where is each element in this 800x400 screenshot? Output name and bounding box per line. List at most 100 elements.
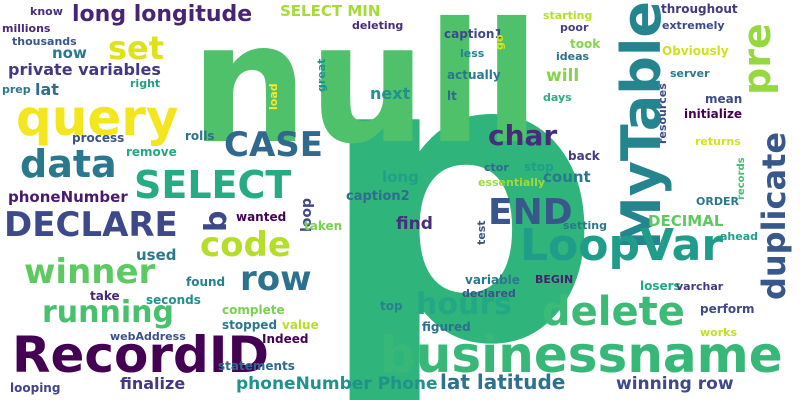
word-b: b — [199, 210, 234, 232]
word-private-variables: private variables — [8, 60, 161, 79]
word-order: ORDER — [696, 195, 739, 208]
word-delete: delete — [542, 289, 685, 335]
word-used: used — [136, 246, 177, 264]
word-phonenumber-phone: phoneNumber Phone — [236, 374, 438, 394]
word-hours: hours — [416, 287, 512, 322]
word-value: value — [282, 318, 319, 332]
word-essentially: essentially — [478, 176, 546, 189]
word-find: find — [396, 214, 433, 234]
word-great: great — [315, 58, 328, 92]
word-begin: BEGIN — [535, 273, 574, 286]
word-works: works — [700, 326, 738, 339]
word-p: p — [316, 0, 603, 400]
word-winning-row: winning row — [616, 374, 734, 394]
word-indeed: Indeed — [262, 332, 309, 346]
word-process: process — [72, 131, 125, 145]
word-millions: millions — [2, 22, 51, 35]
word-varchar: varchar — [676, 280, 724, 293]
word-recordid: RecordID — [12, 326, 269, 384]
word-extremely: extremely — [662, 19, 725, 32]
word-remove: remove — [126, 145, 177, 159]
word-case: CASE — [224, 125, 323, 165]
word-actually: actually — [447, 68, 501, 82]
word-looping: looping — [10, 381, 61, 395]
word-losers: losers — [640, 279, 681, 293]
word-code: code — [200, 225, 291, 265]
word-records: records — [736, 157, 747, 200]
word-declared: declared — [462, 287, 516, 300]
word-server: server — [670, 67, 710, 80]
word-deleting: deleting — [352, 19, 404, 32]
word-starting: starting — [543, 9, 593, 22]
word-top: top — [380, 299, 403, 313]
word-query: query — [16, 89, 179, 147]
word-select-min: SELECT MIN — [280, 2, 381, 20]
word-taken: taken — [304, 219, 343, 233]
word-char: char — [488, 119, 558, 152]
word-count: count — [543, 168, 591, 186]
word-caption1: caption1 — [444, 27, 503, 41]
word-took: took — [570, 37, 601, 51]
word-found: found — [186, 275, 226, 289]
word-lat: lat — [35, 80, 59, 99]
word-seconds: seconds — [146, 293, 201, 307]
word-stop: stop — [524, 160, 554, 174]
word-select: SELECT — [134, 163, 292, 207]
word-caption2: caption2 — [346, 189, 410, 204]
word-poor: poor — [560, 21, 589, 34]
word-will: will — [546, 66, 580, 86]
word-running: running — [42, 295, 174, 330]
word-lt: lt — [447, 89, 457, 103]
word-webaddress: webAddress — [110, 330, 186, 343]
word-long: long — [382, 168, 419, 186]
word-set: set — [108, 29, 165, 67]
word-right: right — [130, 77, 161, 90]
word-duplicate: duplicate — [755, 131, 793, 300]
word-obviously: Obviously — [662, 44, 729, 58]
word-businessname: businessname — [380, 326, 783, 384]
word-decimal: DECIMAL — [648, 212, 724, 230]
word-less: less — [460, 47, 485, 60]
word-pre: pre — [735, 23, 779, 95]
word-resources: resources — [656, 83, 669, 144]
word-prep: prep — [2, 83, 31, 96]
word-null: null — [190, 0, 541, 181]
word-mean: mean — [705, 92, 743, 106]
word-loopvar: LoopVar — [520, 220, 724, 271]
word-stopped: stopped — [222, 318, 278, 332]
word-statements: statements — [218, 359, 295, 373]
word-phonenumber: phoneNumber — [8, 188, 128, 206]
word-now: now — [52, 44, 87, 62]
word-data: data — [20, 142, 117, 186]
word-test: test — [475, 220, 488, 245]
word-days: days — [543, 91, 572, 104]
word-row: row — [240, 259, 312, 299]
word-next: next — [370, 84, 411, 103]
word-thousands: thousands — [12, 35, 77, 48]
word-declare: DECLARE — [4, 205, 178, 245]
word-lat-latitude: lat latitude — [440, 370, 566, 394]
word-figured: figured — [422, 320, 471, 334]
word-take: take — [90, 289, 120, 303]
word-know: know — [30, 5, 63, 18]
word-setting: setting — [563, 219, 607, 232]
word-throughout: throughout — [661, 2, 738, 16]
word-returns: returns — [695, 135, 741, 148]
word-go: go — [493, 34, 506, 50]
word-ideas: ideas — [556, 50, 590, 63]
word-long-longitude: long longitude — [72, 2, 253, 27]
word-load: load — [267, 83, 280, 110]
word-ahead: ahead — [720, 230, 759, 243]
word-initialize: initialize — [684, 107, 743, 121]
word-ctor: ctor — [484, 161, 509, 174]
word-variable: variable — [465, 273, 520, 287]
word-end: END — [488, 192, 573, 233]
word-back: back — [568, 149, 600, 163]
word-winner: winner — [24, 252, 156, 292]
word-perform: perform — [700, 302, 755, 316]
word-complete: complete — [222, 303, 285, 317]
word-wanted: wanted — [236, 210, 287, 224]
word-rolls: rolls — [185, 129, 215, 143]
word-finalize: finalize — [120, 374, 186, 393]
